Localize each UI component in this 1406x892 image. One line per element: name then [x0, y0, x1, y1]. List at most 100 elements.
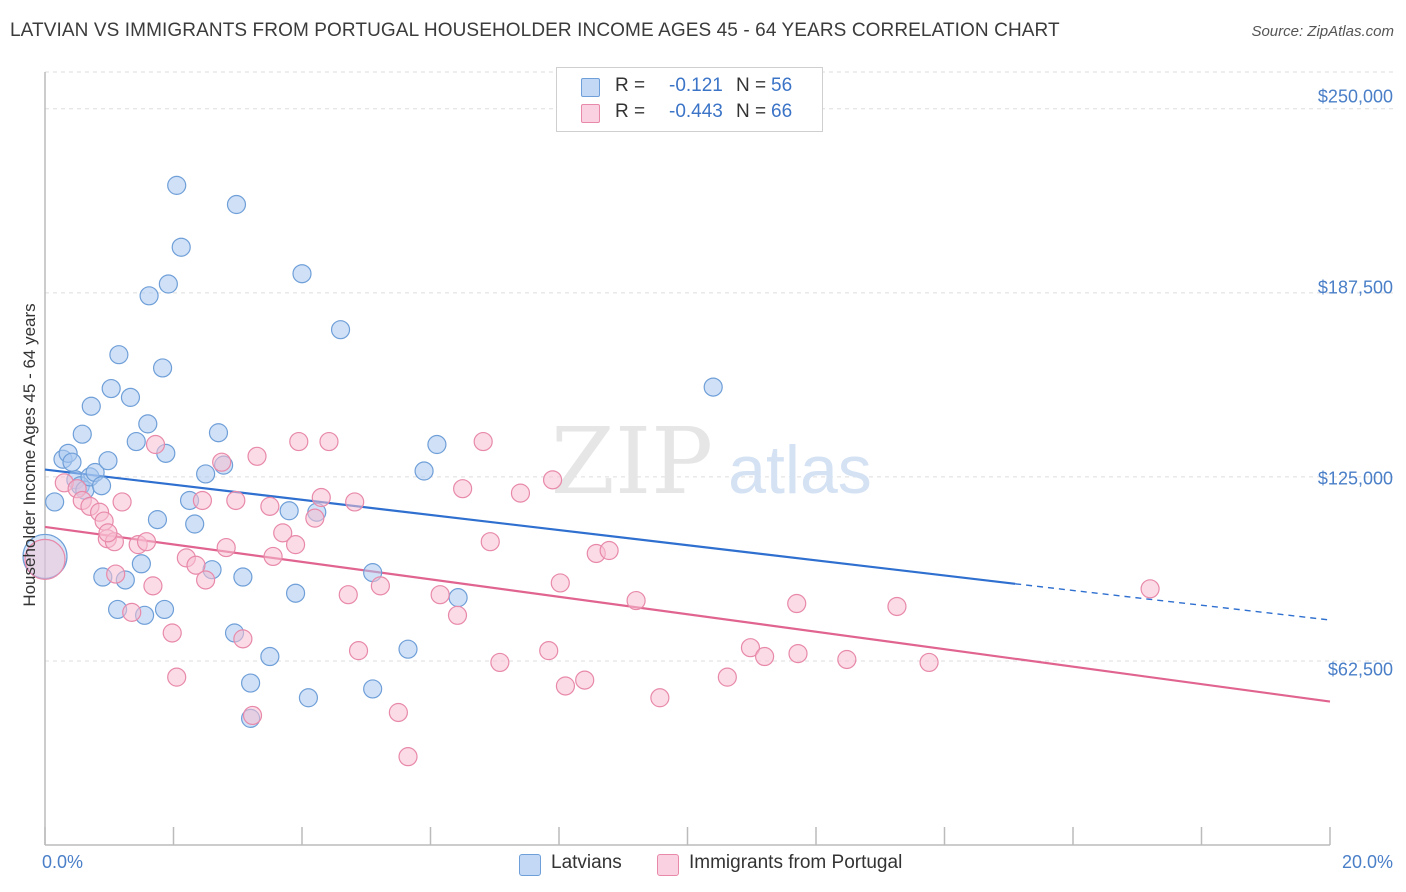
latvians-legend-swatch [519, 854, 541, 876]
latvians-point [414, 461, 434, 481]
latvians-point [330, 320, 351, 340]
portugal-point [887, 596, 907, 617]
latvians-point [152, 358, 173, 378]
x-tick-label-max: 20.0% [1341, 852, 1393, 872]
portugal-point [430, 585, 450, 605]
portugal-point [919, 652, 939, 673]
portugal-point [273, 523, 293, 543]
portugal-point [338, 585, 358, 605]
latvians-trend-line [44, 468, 1016, 585]
portugal-point [388, 702, 408, 723]
latvians-point [208, 423, 229, 443]
portugal-point [260, 496, 280, 516]
latvians-point [241, 673, 261, 693]
watermark-atlas: atlas [728, 432, 872, 508]
axes [44, 72, 1331, 846]
latvians-point [298, 688, 319, 708]
portugal-point [490, 652, 510, 673]
portugal-point [162, 623, 182, 643]
portugal-point [186, 555, 206, 575]
portugal-point [837, 649, 857, 670]
source-credit: Source: ZipAtlas.com [1251, 23, 1394, 40]
latvians-point [279, 501, 299, 521]
data-points [22, 175, 1160, 767]
portugal-point [550, 573, 570, 593]
portugal-point [319, 431, 339, 452]
portugal-point [788, 643, 808, 664]
portugal-point [754, 646, 775, 667]
watermark: ZIP atlas [551, 408, 872, 515]
portugal-point [285, 535, 306, 555]
portugal-point [575, 670, 595, 690]
r-value: -0.443 [669, 101, 723, 122]
portugal-legend-swatch [657, 854, 679, 876]
portugal-point [233, 629, 253, 649]
n-label: N = [736, 101, 767, 122]
portugal-point [196, 570, 216, 590]
portugal-point [398, 747, 418, 767]
portugal-point [1140, 579, 1160, 599]
portugal-point [599, 540, 619, 561]
y-tick-label: $250,000 [1317, 86, 1393, 107]
latvians-point [91, 476, 112, 496]
portugal-cluster-point [24, 538, 66, 580]
latvians-point [427, 434, 447, 455]
latvians-point [398, 639, 418, 659]
portugal-legend-label: Immigrants from Portugal [689, 852, 903, 873]
latvians-point [167, 175, 187, 195]
portugal-point [145, 434, 166, 455]
portugal-point [143, 576, 163, 596]
latvians-point [154, 599, 175, 620]
r-label: R = [615, 75, 646, 96]
chart-title: LATVIAN VS IMMIGRANTS FROM PORTUGAL HOUS… [10, 20, 1060, 41]
portugal-point [305, 508, 325, 528]
latvians-point [448, 588, 468, 608]
portugal-point [453, 479, 473, 499]
portugal-point [626, 590, 646, 611]
portugal-point [212, 452, 232, 472]
latvians-point [196, 464, 216, 484]
latvians-point [72, 424, 92, 444]
latvians-point [292, 264, 312, 284]
portugal-point [740, 638, 761, 658]
portugal-point [539, 641, 559, 661]
latvians-swatch [581, 78, 600, 97]
n-value: 66 [771, 101, 793, 122]
latvians-point [285, 583, 306, 603]
portugal-swatch [581, 104, 600, 123]
portugal-point [216, 537, 236, 558]
r-label: R = [615, 101, 646, 122]
latvians-point [98, 451, 118, 471]
latvians-point [185, 514, 205, 534]
portugal-point [112, 492, 132, 512]
latvians-trend-extension [1015, 583, 1331, 621]
r-value: -0.121 [669, 75, 723, 96]
portugal-point [122, 602, 142, 622]
latvians-point [139, 286, 159, 306]
latvians-point [363, 679, 383, 699]
x-tick-label-min: 0.0% [42, 852, 84, 872]
portugal-point [650, 688, 670, 708]
portugal-point [247, 446, 267, 466]
portugal-point [717, 667, 737, 687]
portugal-trend-line [44, 525, 1331, 703]
latvians-point [45, 492, 65, 512]
latvians-point [138, 414, 158, 434]
watermark-zip: ZIP [551, 408, 713, 515]
n-value: 56 [771, 75, 793, 96]
portugal-point [480, 532, 500, 552]
correlation-legend: R = -0.121 N = 56 R = -0.443 N = 66 [556, 67, 823, 132]
latvians-point [171, 237, 191, 257]
latvians-point [126, 431, 146, 452]
trend-lines [44, 468, 1331, 703]
portugal-point [242, 705, 263, 726]
portugal-point [542, 470, 563, 490]
portugal-point [510, 483, 531, 503]
latvians-point [147, 510, 168, 530]
portugal-point [192, 490, 213, 511]
latvians-point [233, 567, 253, 587]
y-tick-label: $187,500 [1317, 277, 1393, 298]
portugal-point [106, 564, 126, 584]
latvians-point [131, 554, 151, 574]
